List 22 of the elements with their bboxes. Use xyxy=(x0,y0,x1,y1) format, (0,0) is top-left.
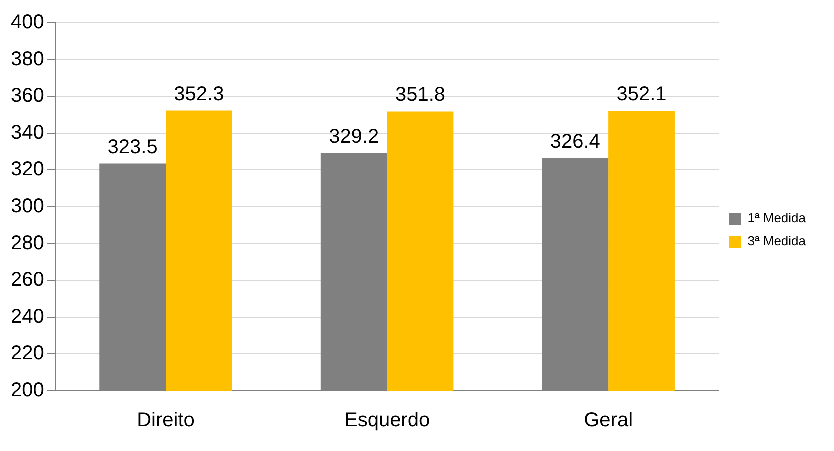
data-label: 326.4 xyxy=(550,130,600,153)
y-tick-label: 380 xyxy=(10,48,44,70)
data-label: 351.8 xyxy=(395,84,446,106)
data-label: 329.2 xyxy=(329,126,380,148)
x-tick-label: Geral xyxy=(584,410,634,432)
y-tick-label: 260 xyxy=(10,269,44,292)
y-tick-label: 240 xyxy=(10,306,44,328)
y-tick-label: 200 xyxy=(10,380,44,402)
data-label: 352.3 xyxy=(174,83,224,106)
data-label: 323.5 xyxy=(108,136,158,158)
y-tick-label: 320 xyxy=(10,158,44,181)
legend-label: 3ª Medida xyxy=(748,234,807,249)
y-tick-label: 280 xyxy=(10,232,44,254)
y-tick-label: 340 xyxy=(10,122,44,144)
y-tick-label: 300 xyxy=(10,196,44,218)
x-tick-label: Direito xyxy=(137,410,195,432)
data-label: 352.1 xyxy=(616,84,667,106)
y-tick-label: 360 xyxy=(10,85,44,108)
y-tick-label: 400 xyxy=(10,12,44,34)
y-tick-label: 220 xyxy=(10,342,44,365)
x-tick-label: Esquerdo xyxy=(344,410,430,432)
legend-label: 1ª Medida xyxy=(748,210,807,226)
